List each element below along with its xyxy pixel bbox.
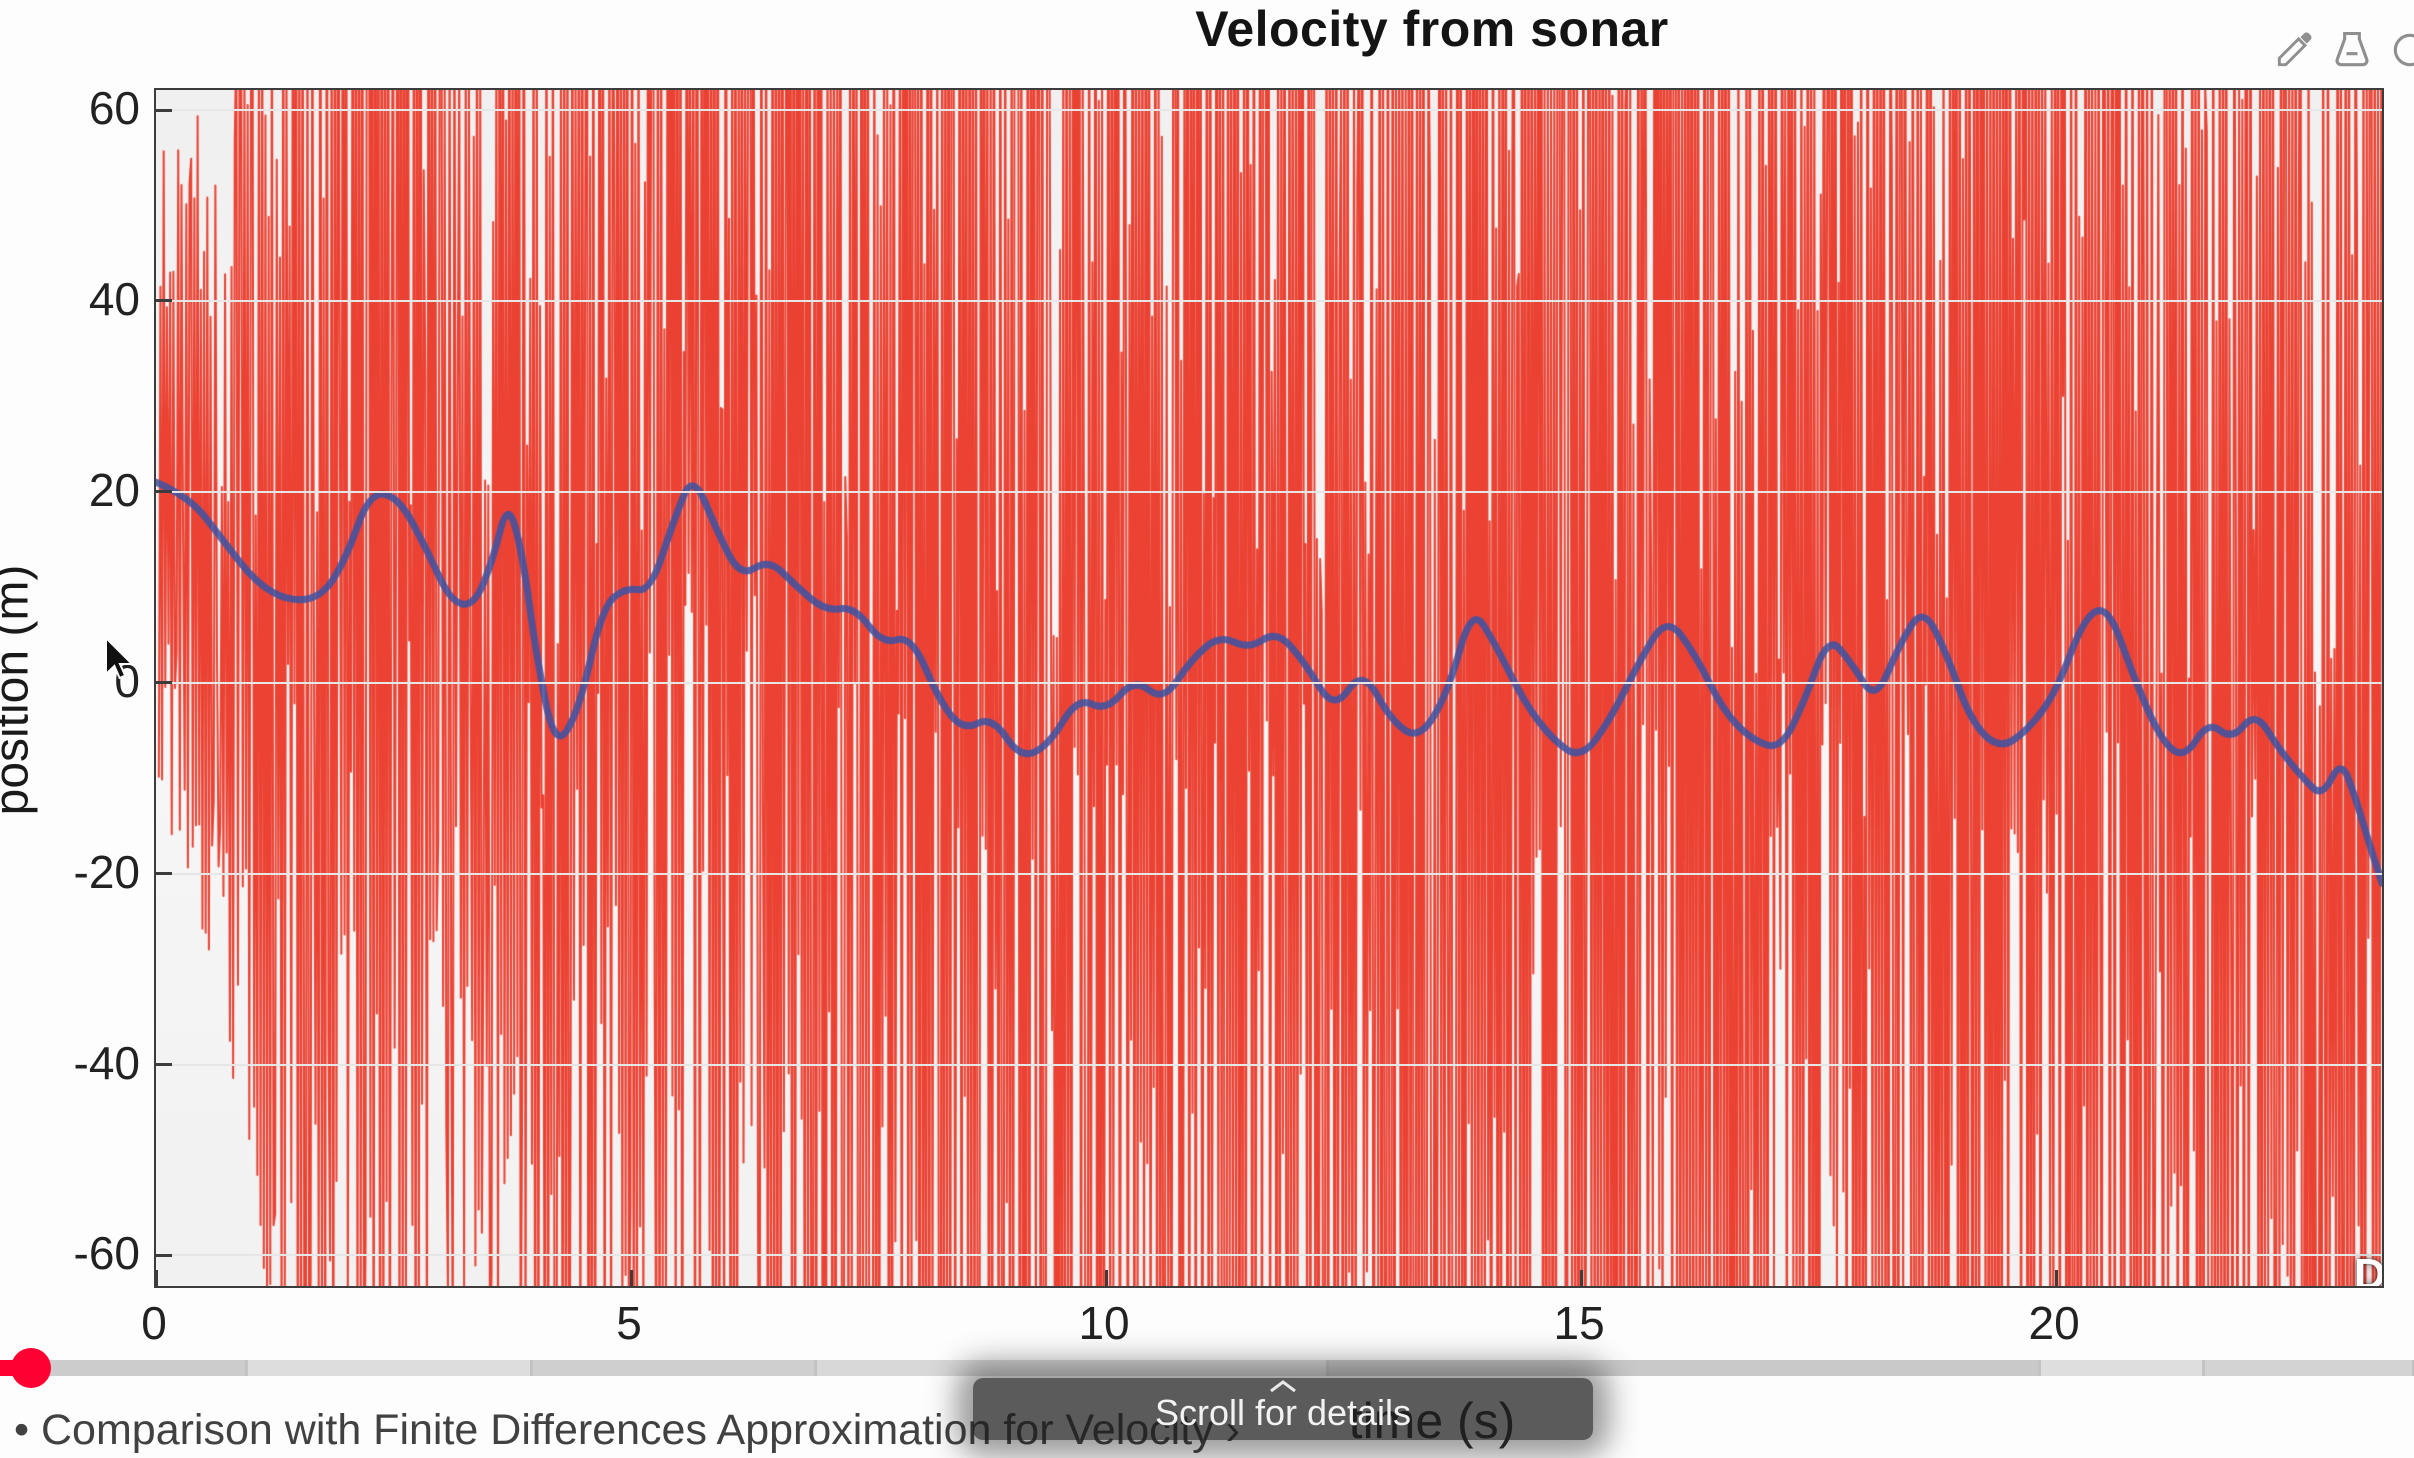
y-gridline bbox=[156, 681, 2382, 684]
scroll-for-details-pill[interactable]: Scroll for details bbox=[973, 1378, 1593, 1440]
x-tick-mark bbox=[156, 1270, 158, 1286]
x-tick-mark bbox=[1579, 1270, 1583, 1286]
pan-icon-clipped[interactable] bbox=[2388, 28, 2414, 72]
video-scrubber[interactable] bbox=[0, 1360, 2414, 1376]
x-tick-label: 5 bbox=[616, 1297, 642, 1349]
chevron-up-icon bbox=[1268, 1379, 1298, 1398]
scrubber-chapter-segment[interactable] bbox=[817, 1360, 1327, 1376]
x-tick-label: 10 bbox=[1078, 1297, 1130, 1349]
y-gridline bbox=[156, 490, 2382, 493]
y-tick-mark bbox=[156, 490, 172, 494]
legend-label-clipped: Dat bbox=[2354, 1250, 2382, 1286]
y-tick-mark bbox=[156, 299, 172, 303]
y-gridline bbox=[156, 299, 2382, 302]
y-tick-mark bbox=[156, 681, 172, 685]
y-gridline bbox=[156, 872, 2382, 875]
scrubber-chapter-segment[interactable] bbox=[1329, 1360, 2039, 1376]
y-tick-label: -60 bbox=[73, 1227, 140, 1280]
chart-canvas bbox=[156, 90, 2382, 1286]
y-tick-label: -40 bbox=[73, 1036, 140, 1089]
x-tick-label: 15 bbox=[1553, 1297, 1605, 1349]
y-gridline bbox=[156, 109, 2382, 112]
x-tick-mark bbox=[2054, 1270, 2058, 1286]
y-tick-mark bbox=[156, 872, 172, 876]
scrubber-chapter-segment[interactable] bbox=[532, 1360, 815, 1376]
plot-axes-box: Dat bbox=[154, 88, 2384, 1288]
y-tick-label: 20 bbox=[88, 463, 140, 516]
plot-title: Velocity from sonar bbox=[1195, 1, 1669, 57]
scroll-hint-text: Scroll for details bbox=[1154, 1392, 1412, 1433]
x-tick-mark bbox=[629, 1270, 633, 1286]
brush-icon[interactable] bbox=[2272, 28, 2316, 72]
mouse-cursor-icon bbox=[104, 635, 138, 687]
scrubber-chapter-segment[interactable] bbox=[1, 1360, 245, 1376]
playhead-dot[interactable] bbox=[11, 1348, 51, 1388]
plot-area: Dat bbox=[156, 90, 2382, 1286]
y-gridline bbox=[156, 1063, 2382, 1066]
scrubber-chapter-segment[interactable] bbox=[247, 1360, 530, 1376]
y-tick-mark bbox=[156, 108, 172, 112]
y-gridline bbox=[156, 1254, 2382, 1257]
x-tick-mark bbox=[1104, 1270, 1108, 1286]
y-tick-mark bbox=[156, 1063, 172, 1067]
scrubber-chapter-segment[interactable] bbox=[2041, 1360, 2203, 1376]
x-tick-label: 20 bbox=[2028, 1297, 2080, 1349]
scrubber-chapter-segment[interactable] bbox=[2205, 1360, 2413, 1376]
y-tick-label: 60 bbox=[88, 82, 140, 135]
y-tick-label: 40 bbox=[88, 272, 140, 325]
axes-toolbar bbox=[2272, 28, 2414, 72]
y-tick-label: -20 bbox=[73, 845, 140, 898]
datatips-icon[interactable] bbox=[2330, 28, 2374, 72]
y-tick-mark bbox=[156, 1253, 172, 1257]
x-tick-label: 0 bbox=[141, 1297, 167, 1349]
